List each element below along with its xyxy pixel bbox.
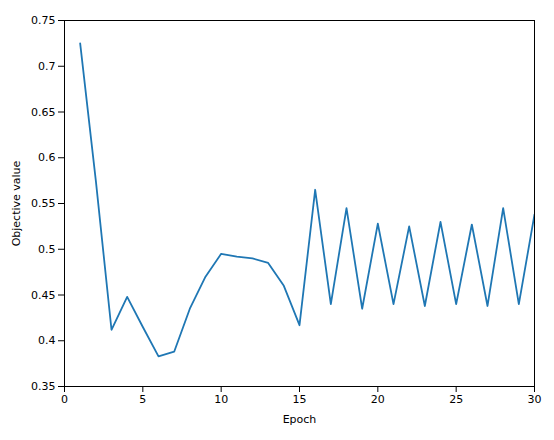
svg-text:30: 30 (528, 393, 542, 406)
svg-text:5: 5 (139, 393, 146, 406)
svg-text:15: 15 (293, 393, 307, 406)
svg-text:0.75: 0.75 (31, 14, 56, 27)
svg-text:0: 0 (61, 393, 68, 406)
svg-text:0.4: 0.4 (38, 334, 56, 347)
svg-text:Epoch: Epoch (283, 413, 317, 426)
svg-text:Objective value: Objective value (10, 160, 23, 246)
svg-text:10: 10 (214, 393, 228, 406)
svg-text:0.55: 0.55 (31, 197, 56, 210)
svg-text:25: 25 (449, 393, 463, 406)
svg-text:0.6: 0.6 (38, 151, 56, 164)
svg-text:0.35: 0.35 (31, 380, 56, 393)
svg-text:0.7: 0.7 (38, 60, 56, 73)
svg-text:0.5: 0.5 (38, 243, 56, 256)
svg-text:20: 20 (371, 393, 385, 406)
svg-text:0.65: 0.65 (31, 106, 56, 119)
svg-text:0.45: 0.45 (31, 289, 56, 302)
